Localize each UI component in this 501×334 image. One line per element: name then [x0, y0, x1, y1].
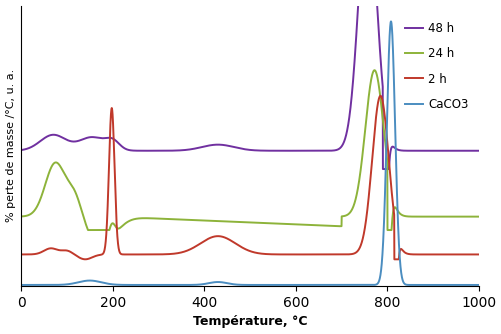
48 h — [379, 167, 385, 171]
CaCO3 — [101, 281, 107, 285]
48 h — [394, 148, 400, 152]
CaCO3 — [315, 283, 321, 287]
CaCO3 — [292, 283, 298, 287]
CaCO3 — [387, 19, 393, 23]
CaCO3 — [294, 283, 300, 287]
24 h — [292, 222, 298, 226]
2 h — [377, 94, 383, 98]
24 h — [101, 228, 107, 232]
CaCO3 — [18, 283, 24, 287]
24 h — [475, 215, 481, 219]
48 h — [315, 149, 321, 153]
2 h — [192, 244, 198, 248]
CaCO3 — [475, 283, 481, 287]
CaCO3 — [192, 283, 198, 287]
48 h — [18, 148, 24, 152]
2 h — [475, 253, 481, 257]
CaCO3 — [394, 212, 400, 216]
Y-axis label: % perte de masse /°C, u. a.: % perte de masse /°C, u. a. — [6, 69, 16, 222]
Legend: 48 h, 24 h, 2 h, CaCO3: 48 h, 24 h, 2 h, CaCO3 — [400, 17, 472, 116]
48 h — [192, 146, 198, 150]
2 h — [292, 253, 298, 257]
48 h — [292, 149, 298, 153]
Line: CaCO3: CaCO3 — [21, 21, 478, 285]
2 h — [359, 237, 365, 241]
24 h — [85, 228, 91, 232]
2 h — [390, 257, 396, 261]
2 h — [394, 257, 400, 261]
24 h — [315, 223, 321, 227]
24 h — [359, 150, 365, 154]
CaCO3 — [359, 283, 365, 287]
2 h — [18, 253, 24, 257]
24 h — [371, 68, 377, 72]
24 h — [18, 214, 24, 218]
X-axis label: Température, °C: Température, °C — [192, 315, 307, 328]
Line: 2 h: 2 h — [21, 96, 478, 259]
Line: 48 h: 48 h — [21, 0, 478, 169]
2 h — [315, 253, 321, 257]
Line: 24 h: 24 h — [21, 70, 478, 230]
24 h — [394, 209, 400, 213]
24 h — [193, 218, 199, 222]
48 h — [101, 136, 107, 140]
48 h — [475, 149, 481, 153]
2 h — [101, 249, 107, 253]
